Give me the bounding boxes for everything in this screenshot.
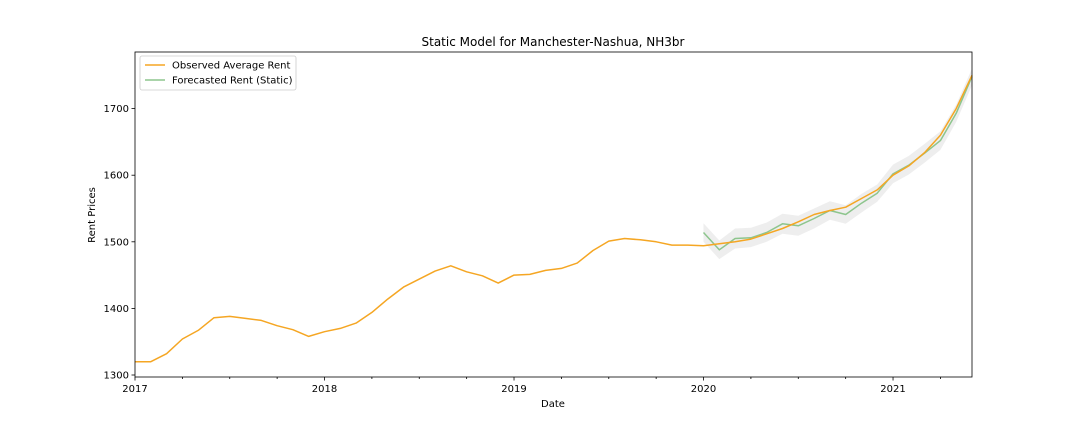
y-tick-label: 1600 bbox=[104, 171, 129, 182]
legend: Observed Average Rent Forecasted Rent (S… bbox=[139, 55, 297, 91]
forecast-rent-line bbox=[702, 76, 973, 251]
y-tick-label: 1500 bbox=[104, 237, 129, 248]
x-axis-label: Date bbox=[541, 399, 565, 410]
legend-frame bbox=[139, 55, 297, 91]
y-tick-label: 1700 bbox=[104, 104, 129, 115]
y-tick-label: 1300 bbox=[104, 371, 129, 382]
observed-rent-line bbox=[135, 74, 973, 363]
x-tick-label: 2020 bbox=[691, 384, 716, 395]
x-axis: 2017 2018 2019 2020 2021 bbox=[122, 377, 941, 395]
x-tick-label: 2017 bbox=[122, 384, 147, 395]
y-axis: 1300 1400 1500 1600 1700 bbox=[104, 104, 135, 382]
x-tick-label: 2018 bbox=[312, 384, 337, 395]
x-tick-label: 2019 bbox=[501, 384, 526, 395]
forecast-confidence-band bbox=[703, 68, 972, 260]
x-tick-label: 2021 bbox=[880, 384, 905, 395]
legend-label-observed: Observed Average Rent bbox=[172, 61, 291, 72]
y-axis-label: Rent Prices bbox=[87, 187, 98, 243]
legend-label-forecast: Forecasted Rent (Static) bbox=[172, 76, 293, 87]
y-tick-label: 1400 bbox=[104, 304, 129, 315]
plot-frame bbox=[134, 51, 973, 378]
confidence-band-layer bbox=[703, 68, 972, 260]
chart-title: Static Model for Manchester-Nashua, NH3b… bbox=[422, 35, 685, 49]
series-lines-layer bbox=[135, 74, 973, 363]
